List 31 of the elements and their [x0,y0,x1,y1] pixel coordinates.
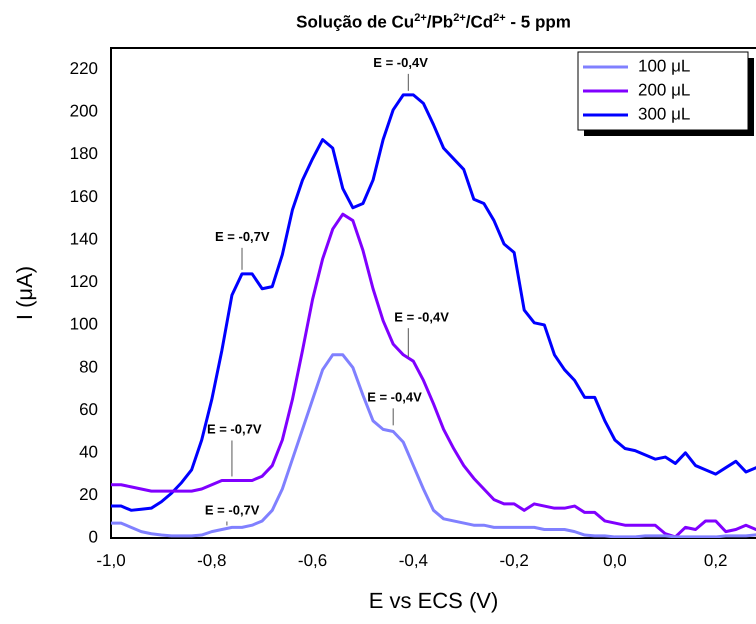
y-tick-label: 180 [70,144,98,164]
annotation: E = -0,7V [215,228,270,244]
legend-label: 200 μL [638,80,690,100]
x-tick-label: -0,2 [499,550,529,570]
x-tick-label: 0,2 [704,550,728,570]
legend-label: 300 μL [638,104,690,124]
x-axis-title: E vs ECS (V) [368,588,500,614]
y-tick-label: 20 [79,485,98,504]
y-tick-label: 80 [79,357,98,376]
y-tick-label: 100 [70,314,98,334]
annotation: E = -0,4V [373,54,428,70]
y-tick-label: 140 [70,229,98,248]
y-tick-label: 160 [70,186,98,206]
y-tick-label: 60 [79,400,98,419]
x-tick-label: -0,4 [398,550,428,570]
annotation: E = -0,4V [367,389,422,404]
chart-title: Solução de Cu$^{2+}$/Pb$^{2+}$/Cd$^{2+}$ - 5 ppm [295,12,572,33]
x-tick-label: -0,6 [298,550,328,570]
y-tick-label: 40 [79,442,98,462]
annotation: E = -0,4V [394,309,450,324]
y-tick-label: 220 [70,58,98,78]
y-tick-label: 120 [70,272,98,292]
y-axis-title: I (μA) [12,266,38,320]
x-tick-label: -0,8 [197,550,226,570]
annotation: E = -0,7V [206,422,262,437]
legend-label: 100 μL [638,56,690,76]
x-tick-label: 0,0 [603,550,627,570]
annotation: E = -0,7V [204,502,260,518]
y-tick-label: 200 [70,102,98,121]
x-tick-label: -1,0 [96,550,126,570]
y-tick-label: 0 [88,528,98,547]
